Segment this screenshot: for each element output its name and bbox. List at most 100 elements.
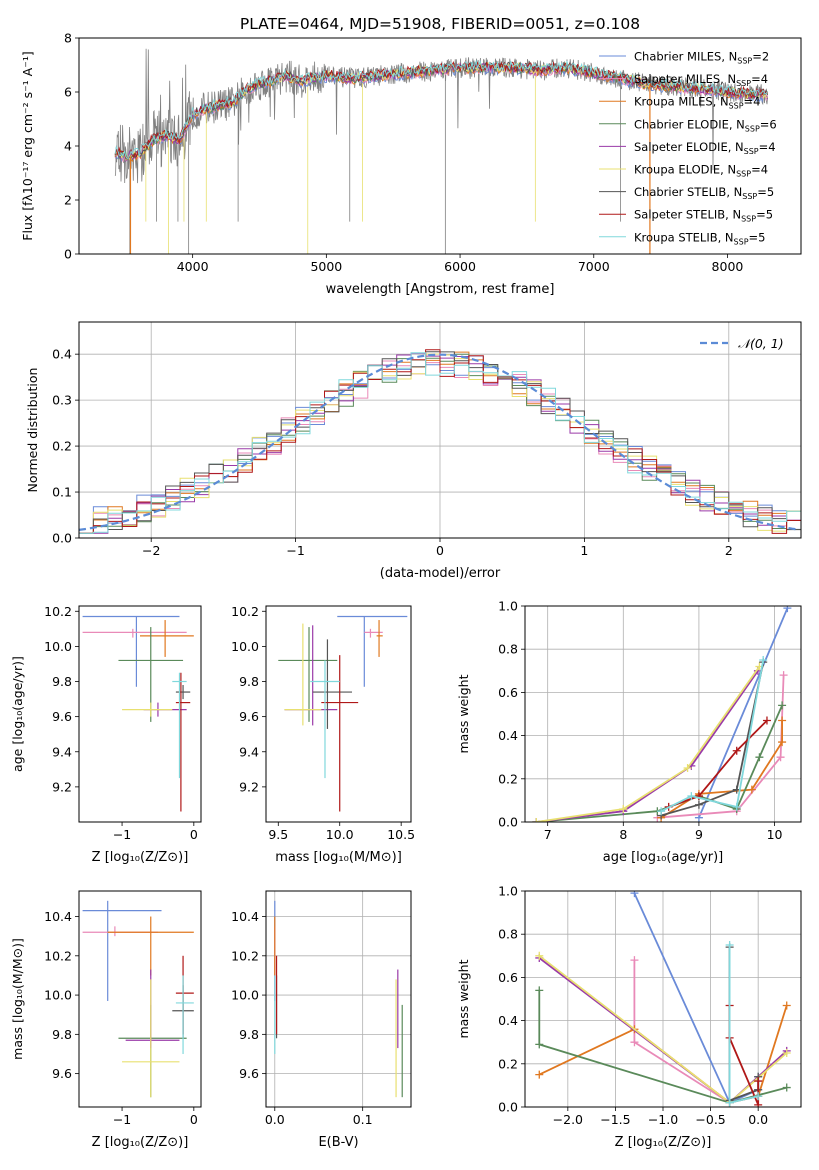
legend-entry: Salpeter ELODIE, NSSP=4 xyxy=(634,140,776,156)
y-tick-label: 9.2 xyxy=(52,779,72,794)
x-tick-label: −2 xyxy=(142,543,160,558)
model-spectrum-8 xyxy=(114,59,768,160)
weight-marker xyxy=(687,792,696,801)
y-axis-label: mass weight xyxy=(456,959,471,1038)
x-tick-label: 0.0 xyxy=(748,1112,768,1127)
x-axis-label: age [log₁₀(age/yr)] xyxy=(603,850,724,865)
weight-marker xyxy=(782,1001,791,1010)
residual-histogram-2 xyxy=(79,351,801,534)
y-tick-label: 10.4 xyxy=(44,909,72,924)
x-tick-label: 5000 xyxy=(310,259,342,274)
x-tick-label: 8000 xyxy=(712,259,744,274)
y-tick-label: 0 xyxy=(64,247,72,262)
x-tick-label: 8 xyxy=(619,827,627,842)
y-tick-label: 8 xyxy=(64,31,72,46)
legend-entry: Salpeter STELIB, NSSP=5 xyxy=(634,208,773,224)
y-tick-label: 10.0 xyxy=(231,639,259,654)
y-tick-label: 1.0 xyxy=(498,884,518,899)
weight-line-7 xyxy=(668,719,768,808)
x-tick-label: 2 xyxy=(725,543,733,558)
axes-frame xyxy=(78,37,802,255)
weight-marker xyxy=(778,738,787,747)
weight-marker xyxy=(755,753,764,762)
plot-area xyxy=(82,615,194,812)
y-tick-label: 9.6 xyxy=(239,1066,259,1081)
legend-entry: Chabrier MILES, NSSP=2 xyxy=(634,50,769,66)
x-tick-label: 10 xyxy=(767,827,783,842)
y-tick-label: 9.6 xyxy=(52,1066,72,1081)
chart-age_vs_Z: −1 0 9.2 9.4 9.6 9.8 10.0 10.2 Z [log₁₀(Z/Z⊙)] ag… xyxy=(10,604,202,865)
residual-histogram-1 xyxy=(79,360,801,534)
y-axis-label: Normed distribution xyxy=(25,368,40,493)
x-tick-label: 1 xyxy=(580,543,588,558)
plot-area xyxy=(79,349,801,534)
weight-marker xyxy=(747,785,756,794)
x-tick-label: 0 xyxy=(436,543,444,558)
x-axis-label: wavelength [Angstrom, rest frame] xyxy=(326,282,555,297)
x-tick-label: 0.1 xyxy=(353,1112,373,1127)
y-tick-label: 10.0 xyxy=(231,988,259,1003)
plot-area xyxy=(114,48,769,254)
y-tick-label: 1.0 xyxy=(498,599,518,614)
axes-frame xyxy=(265,605,412,823)
weight-marker xyxy=(630,891,639,898)
chart-weight_vs_age: 7 8 9 10 0.0 0.2 0.4 0.6 0.8 1.0 age [log₁₀(age/yr… xyxy=(456,599,802,865)
residual-histogram-0 xyxy=(79,352,801,534)
weight-marker xyxy=(732,746,741,755)
weight-marker xyxy=(759,656,768,664)
x-axis-label: mass [log₁₀(M/M⊙)] xyxy=(275,850,402,865)
y-tick-label: 10.0 xyxy=(44,988,72,1003)
y-tick-label: 0.3 xyxy=(52,393,72,408)
weight-marker xyxy=(732,802,741,811)
y-tick-label: 0.6 xyxy=(498,685,518,700)
chart-spectrum: 4000 5000 6000 7000 8000 0 2 4 6 8 wavelength [Ang… xyxy=(20,31,802,297)
axes-frame xyxy=(524,605,802,823)
weight-marker xyxy=(778,716,787,725)
x-tick-label: −1 xyxy=(113,827,131,842)
weight-line-1 xyxy=(657,675,785,819)
legend: Chabrier MILES, NSSP=2 Salpeter MILES, NS… xyxy=(599,50,777,246)
weight-marker xyxy=(535,1070,544,1079)
model-spectrum-7 xyxy=(114,60,768,160)
residual-histogram-4 xyxy=(79,352,801,534)
y-axis-label: age [log₁₀(age/yr)] xyxy=(10,656,25,772)
legend-entry: 𝒩(0, 1) xyxy=(738,336,784,351)
weight-marker xyxy=(776,753,785,762)
x-tick-label: 9 xyxy=(695,827,703,842)
axes-frame xyxy=(265,890,412,1108)
y-axis-label: mass weight xyxy=(456,674,471,753)
legend-entry: Kroupa ELODIE, NSSP=4 xyxy=(634,163,768,179)
y-tick-label: 9.8 xyxy=(239,1027,259,1042)
y-tick-label: 0.8 xyxy=(498,642,518,657)
y-tick-label: 0.8 xyxy=(498,927,518,942)
legend-entry: Chabrier ELODIE, NSSP=6 xyxy=(634,117,777,133)
weight-line-8 xyxy=(728,945,759,1104)
figure-title: PLATE=0464, MJD=51908, FIBERID=0051, z=0… xyxy=(240,15,640,33)
weight-marker xyxy=(683,764,692,772)
chart-age_vs_mass: 9.5 10.0 10.5 9.2 9.4 9.6 9.8 10.0 10.2 mass [log… xyxy=(231,604,415,865)
weight-marker xyxy=(630,956,639,965)
x-axis-label: E(B-V) xyxy=(318,1135,358,1150)
x-tick-label: −1 xyxy=(113,1112,131,1127)
x-axis-label: Z [log₁₀(Z/Z⊙)] xyxy=(615,1135,712,1150)
legend-entry: Kroupa MILES, NSSP=4 xyxy=(634,95,760,111)
weight-marker xyxy=(725,941,734,949)
weight-marker xyxy=(778,701,787,710)
weight-marker xyxy=(725,1098,734,1107)
x-tick-label: −1.5 xyxy=(600,1112,630,1127)
weight-marker xyxy=(754,1092,763,1101)
weight-marker xyxy=(782,1049,791,1057)
x-tick-label: −0.5 xyxy=(695,1112,725,1127)
plot-area xyxy=(532,606,792,822)
y-tick-label: 9.6 xyxy=(239,709,259,724)
y-tick-label: 10.2 xyxy=(231,604,259,619)
x-tick-label: −1.0 xyxy=(648,1112,678,1127)
y-tick-label: 6 xyxy=(64,85,72,100)
weight-line-4 xyxy=(536,670,759,822)
residual-histogram-6 xyxy=(79,351,801,534)
normal-curve xyxy=(79,353,799,531)
y-tick-label: 0.4 xyxy=(52,347,72,362)
axes-frame xyxy=(78,605,202,823)
weight-line-0 xyxy=(633,892,760,1104)
